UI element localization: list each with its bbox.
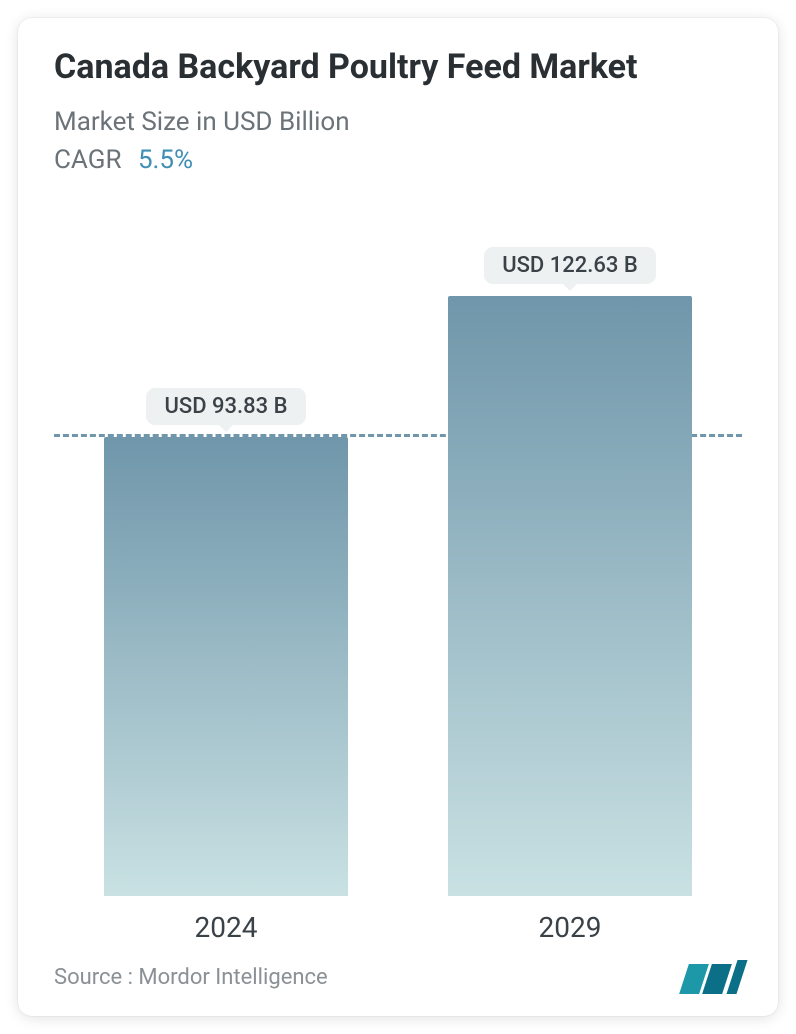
bar-wrap-0: USD 93.83 B	[104, 437, 348, 896]
x-axis-labels: 2024 2029	[54, 911, 742, 944]
source-prefix: Source :	[54, 965, 138, 990]
chart-title: Canada Backyard Poultry Feed Market	[54, 46, 694, 89]
value-pill-0: USD 93.83 B	[146, 388, 305, 425]
chart-footer: Source : Mordor Intelligence	[54, 960, 742, 994]
cagr-label: CAGR	[54, 145, 121, 175]
cagr-row: CAGR 5.5%	[54, 145, 742, 175]
bar-0	[104, 437, 348, 896]
bar-wrap-1: USD 122.63 B	[448, 296, 692, 896]
mordor-logo-icon	[684, 960, 742, 994]
chart-card: Canada Backyard Poultry Feed Market Mark…	[18, 18, 778, 1016]
chart-subtitle: Market Size in USD Billion	[54, 107, 742, 137]
x-label-0: 2024	[104, 911, 348, 944]
value-pill-1: USD 122.63 B	[484, 247, 656, 284]
bars-container: USD 93.83 B USD 122.63 B	[54, 248, 742, 896]
bar-1	[448, 296, 692, 896]
x-label-1: 2029	[448, 911, 692, 944]
chart-area: USD 93.83 B USD 122.63 B	[54, 248, 742, 896]
cagr-value: 5.5%	[138, 145, 193, 175]
source-name: Mordor Intelligence	[138, 965, 327, 990]
source-text: Source : Mordor Intelligence	[54, 965, 328, 990]
